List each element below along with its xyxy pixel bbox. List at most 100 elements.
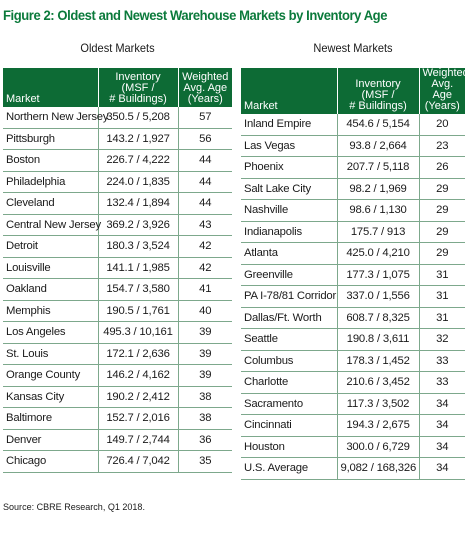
market-cell: St. Louis [3,343,98,365]
age-cell: 29 [418,199,465,222]
market-cell: Los Angeles [3,321,98,344]
table-row: Central New Jersey 369.2 / 3,926 43 [3,214,232,236]
inventory-cell: 224.0 / 1,835 [97,171,178,193]
table-row: Baltimore 152.7 / 2,016 38 [3,407,232,430]
market-cell: Chicago [3,450,98,473]
age-cell: 39 [177,364,232,387]
age-cell: 38 [177,407,232,430]
inventory-column-header: Inventory (MSF / # Buildings) [97,68,178,107]
table-row: Denver 149.7 / 2,744 36 [3,429,232,451]
table-row: Detroit 180.3 / 3,524 42 [3,235,232,258]
table-row: Greenville 177.3 / 1,075 31 [241,264,465,286]
inventory-cell: 146.2 / 4,162 [97,364,178,387]
table-row: Oakland 154.7 / 3,580 41 [3,278,232,301]
table-row: Columbus 178.3 / 1,452 33 [241,350,465,372]
newest-markets-table: Market Inventory (MSF / # Buildings) Weig… [241,68,467,480]
inventory-cell: 180.3 / 3,524 [97,235,178,258]
market-cell: Orange County [3,364,98,387]
table-row: Phoenix 207.7 / 5,118 26 [241,156,465,179]
market-column-header: Market [3,68,98,107]
market-cell: Greenville [241,264,337,286]
market-cell: Las Vegas [241,135,337,157]
table-row: Orange County 146.2 / 4,162 39 [3,364,232,387]
inventory-cell: 350.5 / 5,208 [97,107,178,129]
age-cell: 36 [177,429,232,451]
inventory-column-header: Inventory (MSF / # Buildings) [336,68,419,114]
age-cell: 57 [177,107,232,129]
oldest-markets-title: Oldest Markets [80,41,155,55]
inventory-cell: 726.4 / 7,042 [97,450,178,473]
market-cell: Baltimore [3,407,98,430]
market-cell: PA I-78/81 Corridor [241,285,337,308]
market-cell: Boston [3,149,98,172]
age-cell: 33 [418,371,465,394]
market-cell: Denver [3,429,98,451]
inventory-cell: 226.7 / 4,222 [97,149,178,172]
market-cell: Dallas/Ft. Worth [241,307,337,329]
market-cell: Houston [241,436,337,458]
age-cell: 26 [418,156,465,179]
inventory-cell: 93.8 / 2,664 [336,135,419,157]
age-cell: 29 [418,178,465,200]
age-column-header: Weighted Avg. Age (Years) [418,68,467,114]
market-cell: Oakland [3,278,98,301]
inventory-cell: 177.3 / 1,075 [336,264,419,286]
age-cell: 23 [418,135,465,157]
market-column-header: Market [241,68,337,114]
age-cell: 39 [177,321,232,344]
table-row: Pittsburgh 143.2 / 1,927 56 [3,128,232,150]
inventory-cell: 152.7 / 2,016 [97,407,178,430]
market-cell: U.S. Average [241,457,337,480]
age-cell: 33 [418,350,465,372]
market-cell: Phoenix [241,156,337,179]
inventory-cell: 207.7 / 5,118 [336,156,419,179]
age-cell: 34 [418,393,465,415]
age-cell: 41 [177,278,232,301]
table-row: Kansas City 190.2 / 2,412 38 [3,386,232,408]
table-row: Atlanta 425.0 / 4,210 29 [241,242,465,265]
inventory-cell: 190.5 / 1,761 [97,300,178,322]
inventory-cell: 608.7 / 8,325 [336,307,419,329]
oldest-markets-panel: Oldest Markets Market Inventory (MSF / # … [3,38,232,473]
inventory-cell: 132.4 / 1,894 [97,192,178,215]
table-row: Las Vegas 93.8 / 2,664 23 [241,135,465,157]
age-cell: 31 [418,307,465,329]
table-row: Sacramento 117.3 / 3,502 34 [241,393,465,415]
table-row: Dallas/Ft. Worth 608.7 / 8,325 31 [241,307,465,329]
market-cell: Philadelphia [3,171,98,193]
table-row: Los Angeles 495.3 / 10,161 39 [3,321,232,344]
inventory-cell: 300.0 / 6,729 [336,436,419,458]
newest-markets-title: Newest Markets [313,41,393,55]
market-cell: Columbus [241,350,337,372]
market-cell: Sacramento [241,393,337,415]
age-cell: 56 [177,128,232,150]
age-cell: 31 [418,264,465,286]
market-cell: Nashville [241,199,337,222]
inventory-cell: 178.3 / 1,452 [336,350,419,372]
inventory-cell: 98.6 / 1,130 [336,199,419,222]
market-cell: Seattle [241,328,337,351]
age-cell: 43 [177,214,232,236]
age-cell: 29 [418,221,465,243]
market-cell: Pittsburgh [3,128,98,150]
table-row: Memphis 190.5 / 1,761 40 [3,300,232,322]
table-row: Inland Empire 454.6 / 5,154 20 [241,114,465,136]
age-cell: 38 [177,386,232,408]
age-cell: 44 [177,149,232,172]
table-row: Boston 226.7 / 4,222 44 [3,149,232,172]
age-cell: 34 [418,457,465,480]
inventory-cell: 9,082 / 168,326 [336,457,419,480]
table-row: Cincinnati 194.3 / 2,675 34 [241,414,465,437]
age-cell: 42 [177,235,232,258]
age-column-header: Weighted Avg. Age (Years) [177,68,232,107]
table-row: Nashville 98.6 / 1,130 29 [241,199,465,222]
inventory-cell: 175.7 / 913 [336,221,419,243]
market-cell: Cleveland [3,192,98,215]
table-row: Charlotte 210.6 / 3,452 33 [241,371,465,394]
age-cell: 40 [177,300,232,322]
market-cell: Kansas City [3,386,98,408]
inventory-cell: 98.2 / 1,969 [336,178,419,200]
age-cell: 31 [418,285,465,308]
inventory-cell: 143.2 / 1,927 [97,128,178,150]
table-row: Northern New Jersey 350.5 / 5,208 57 [3,107,232,129]
